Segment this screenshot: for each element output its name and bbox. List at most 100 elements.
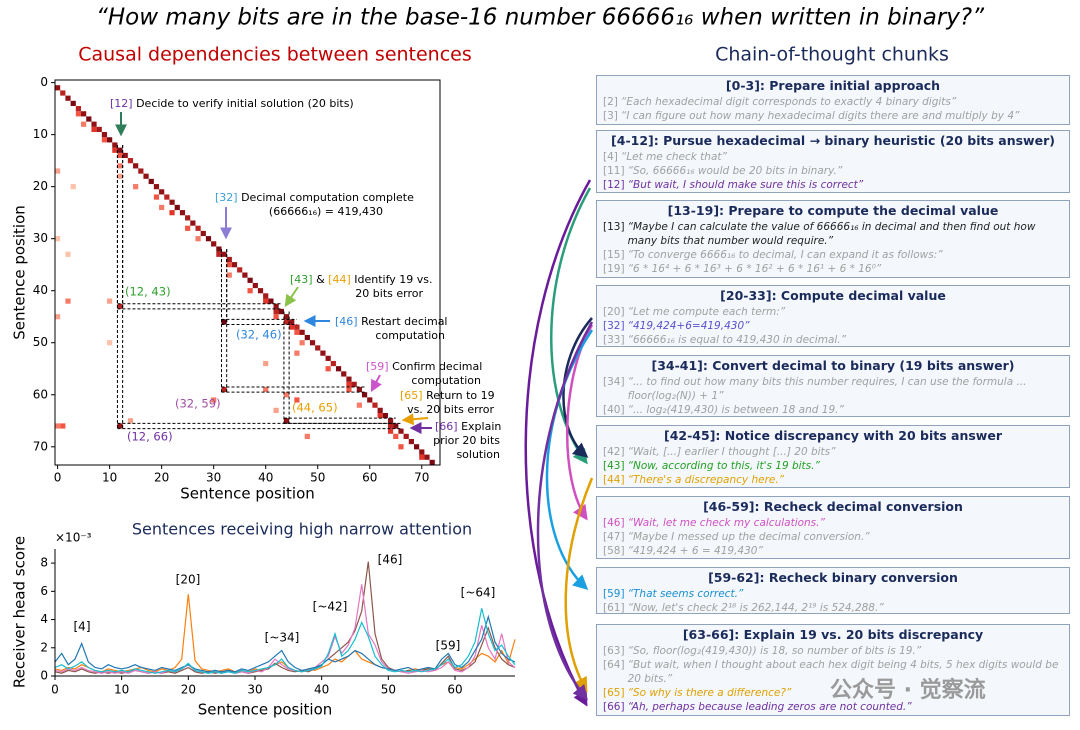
sentence-id: [32]	[603, 320, 625, 332]
chunk-box: [42-45]: Notice discrepancy with 20 bits…	[596, 425, 1070, 488]
sentence-id: [61]	[603, 602, 625, 614]
sentence-text: “So, 66666₁₆ would be 20 bits in binary.…	[627, 165, 843, 177]
sentence-id: [65]	[603, 687, 625, 699]
diagonal-cell	[174, 204, 180, 211]
diagonal-cell	[335, 366, 342, 372]
heatmap-cell	[283, 319, 290, 325]
annotation: [12] Decide to verify initial solution (…	[110, 97, 354, 110]
annotation-part: Decimal computation complete	[238, 191, 415, 204]
chunk-line: [47] “Maybe I messed up the decimal conve…	[603, 530, 1063, 544]
annotation-part: solution	[456, 448, 500, 461]
annotation-part: &	[313, 273, 329, 286]
diagonal-cell	[309, 340, 316, 346]
diagonal-cell	[247, 277, 253, 283]
sentence-id: [63]	[603, 645, 625, 657]
diagonal-cell	[413, 444, 420, 450]
sentence-id: [19]	[603, 263, 625, 275]
diagonal-cell	[211, 241, 217, 247]
heatmap-cell	[377, 412, 383, 419]
sentence-id: [33]	[603, 334, 625, 346]
heatmap-cell	[294, 329, 300, 335]
annotation-part: Decide to verify initial solution (20 bi…	[133, 97, 354, 110]
heatmap-cell	[107, 340, 113, 346]
sentence-id: [59]	[603, 588, 625, 600]
peak-label: [46]	[378, 553, 403, 567]
heatmap-cell	[273, 407, 279, 413]
y-tick-label: 4	[40, 612, 48, 626]
chunk-box: [59-62]: Recheck binary conversion [59] “T…	[596, 567, 1070, 614]
sentence-id: [58]	[603, 545, 625, 557]
sentence-text: “That seems correct.”	[627, 588, 744, 600]
chunk-box: [4-12]: Pursue hexadecimal → binary heur…	[596, 130, 1070, 193]
heatmap-cell	[117, 173, 123, 179]
cell-label: (12, 66)	[127, 430, 173, 444]
diagonal-cell	[398, 428, 404, 434]
heatmap-cell	[70, 184, 76, 190]
chunk-line: [32] “419,424+6=419,430”	[603, 319, 1063, 333]
dependency-arrow	[524, 179, 592, 707]
heatmap-cell	[117, 423, 123, 429]
sentence-text: “419,424 + 6 = 419,430”	[627, 545, 763, 557]
diagonal-cell	[221, 251, 227, 257]
cell-label: (44, 65)	[292, 401, 338, 415]
chunk-box: [34-41]: Convert decimal to binary (19 b…	[596, 355, 1070, 417]
diagonal-cell	[107, 137, 113, 143]
diagonal-cell	[377, 407, 383, 413]
y-tick-label: 60	[33, 387, 48, 401]
annotation-part: [12]	[110, 97, 133, 110]
heatmap-cell	[65, 298, 71, 304]
heatmap-cell	[398, 444, 404, 450]
chunk-line: [63] “So, floor(log₂(419,430)) is 18, so …	[603, 644, 1063, 658]
annotation-part: [44]	[328, 273, 351, 286]
chunk-line: [20] “Let me compute each term:”	[603, 305, 1063, 319]
diagonal-cell	[60, 90, 66, 96]
chunk-line: [64] “But wait, when I thought about each…	[603, 658, 1063, 686]
annotation-part: vs. 20 bits error	[407, 403, 494, 416]
cell-label: (12, 43)	[125, 285, 171, 299]
chunk-line: [65] “So why is there a difference?”	[603, 686, 1063, 700]
x-tick-label: 10	[102, 471, 117, 485]
annotation-part: [65]	[400, 389, 423, 402]
diagonal-cell	[96, 126, 102, 133]
heatmap-cell	[299, 340, 305, 346]
heatmap-cell	[91, 126, 97, 133]
peak-label: [~42]	[313, 600, 348, 614]
heatmap-cell	[55, 423, 61, 429]
annotation-part: [43]	[290, 273, 313, 286]
heatmap-cell	[346, 381, 352, 387]
heatmap-cell	[263, 386, 269, 393]
y-tick-label: 70	[33, 439, 48, 453]
chunk-line: [3] “I can figure out how many hexadecima…	[603, 109, 1063, 123]
cell-label: (32, 59)	[175, 397, 221, 411]
sentence-id: [46]	[603, 517, 625, 529]
heatmap-cell	[127, 418, 134, 424]
diagonal-cell	[242, 272, 248, 278]
annotation-part: [32]	[215, 191, 238, 204]
heatmap-cell	[419, 454, 425, 460]
sentence-text: “Ah, perhaps because leading zeros are n…	[627, 701, 912, 713]
heatmap-cell	[55, 168, 61, 174]
diagonal-cell	[320, 350, 326, 356]
heatmap-cell	[101, 137, 108, 143]
annotation-arrow	[284, 286, 299, 307]
chunk-header: [59-62]: Recheck binary conversion	[708, 570, 958, 585]
heatmap-cell	[226, 272, 232, 278]
sentence-text: “... to find out how many bits this numb…	[627, 376, 1027, 402]
chunk-header: [34-41]: Convert decimal to binary (19 b…	[651, 358, 1015, 373]
diagonal-cell	[361, 392, 368, 398]
diagonal-cell	[143, 173, 149, 179]
diagonal-cell	[112, 142, 118, 148]
sentence-id: [13]	[603, 221, 625, 233]
sentence-text: “6 * 16⁴ + 6 * 16³ + 6 * 16² + 6 * 16¹ +…	[627, 263, 882, 275]
x-tick-label: 20	[154, 471, 169, 485]
chunk-line: [15] “To converge 6666₁₆ to decimal, I ca…	[603, 248, 1063, 262]
x-tick-label: 70	[414, 471, 429, 485]
dependency-arrow	[564, 477, 594, 693]
chunk-line: [58] “419,424 + 6 = 419,430”	[603, 544, 1063, 558]
sentence-id: [20]	[603, 306, 625, 318]
sentence-text: “... log₂(419,430) is between 18 and 19.…	[627, 404, 844, 416]
chunk-header: [0-3]: Prepare initial approach	[725, 78, 941, 93]
diagonal-cell	[127, 158, 134, 164]
heatmap-cell	[273, 314, 279, 320]
heatmap-cell	[185, 225, 191, 231]
